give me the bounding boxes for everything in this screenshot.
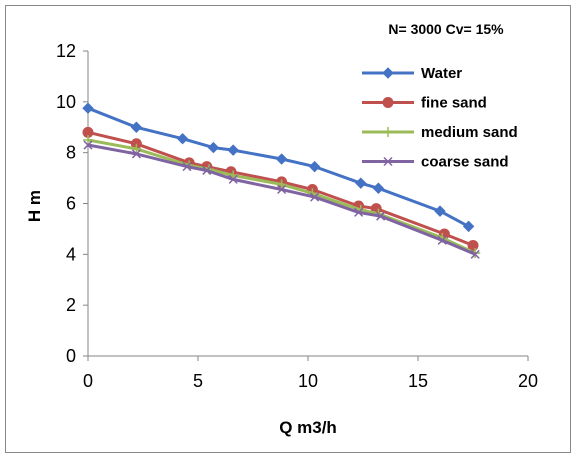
data-point-coarse-sand bbox=[131, 149, 141, 159]
data-point-water bbox=[227, 144, 239, 156]
data-point-coarse-sand bbox=[310, 192, 320, 202]
series-layer bbox=[82, 102, 481, 259]
data-point-coarse-sand bbox=[470, 249, 480, 259]
data-point-coarse-sand bbox=[202, 165, 212, 175]
y-tick-label: 4 bbox=[66, 244, 76, 264]
series-line-water bbox=[87, 106, 470, 228]
legend-item-water: Water bbox=[362, 65, 462, 82]
data-point-water bbox=[355, 177, 367, 189]
data-point-water bbox=[82, 102, 94, 114]
data-point-coarse-sand bbox=[277, 184, 287, 195]
legend-swatch-marker bbox=[383, 156, 393, 167]
data-point-water bbox=[434, 205, 446, 217]
data-point-coarse-sand bbox=[182, 162, 192, 172]
data-point-coarse-sand bbox=[354, 207, 364, 217]
y-tick-label: 12 bbox=[56, 41, 76, 61]
legend-item-fine-sand: fine sand bbox=[362, 95, 487, 112]
legend-label: coarse sand bbox=[421, 154, 509, 171]
data-point-water bbox=[275, 153, 288, 165]
axes: 0 2 4 6 8 10 12 0 5 10 15 20 bbox=[56, 41, 538, 391]
chart-frame bbox=[5, 5, 571, 453]
data-point-water bbox=[462, 220, 475, 233]
data-point-water bbox=[372, 182, 385, 194]
data-point-coarse-sand bbox=[83, 140, 93, 150]
chart-title: N= 3000 Cv= 15% bbox=[388, 21, 504, 37]
series-coarse-sand bbox=[83, 140, 480, 259]
data-point-medium-sand bbox=[276, 179, 287, 190]
data-point-medium-sand bbox=[131, 143, 142, 154]
y-tick-label: 8 bbox=[66, 143, 76, 163]
x-tick-label: 0 bbox=[83, 371, 93, 391]
x-tick-label: 10 bbox=[298, 371, 318, 391]
data-point-coarse-sand bbox=[437, 235, 447, 245]
legend-swatch-marker bbox=[382, 67, 394, 79]
data-point-water bbox=[176, 132, 189, 145]
legend-item-coarse-sand: coarse sand bbox=[362, 154, 509, 171]
y-axis-title: H m bbox=[25, 190, 44, 222]
legend-swatch-marker bbox=[382, 97, 394, 108]
y-tick-label: 0 bbox=[66, 346, 76, 366]
x-tick-label: 20 bbox=[518, 371, 538, 391]
legend-swatch-marker bbox=[383, 127, 393, 137]
data-point-water bbox=[308, 160, 321, 173]
data-point-coarse-sand bbox=[228, 174, 238, 184]
y-tick-label: 10 bbox=[56, 92, 76, 112]
series-water bbox=[82, 102, 475, 233]
y-tick-label: 6 bbox=[66, 194, 76, 214]
data-point-medium-sand bbox=[83, 134, 93, 145]
legend: Water fine sand medium sand coarse sand bbox=[362, 65, 518, 171]
data-point-coarse-sand bbox=[376, 211, 386, 221]
x-tick-label: 5 bbox=[193, 371, 203, 391]
y-tick-label: 2 bbox=[66, 295, 76, 315]
data-point-water bbox=[207, 141, 220, 154]
legend-item-medium-sand: medium sand bbox=[362, 124, 518, 141]
legend-label: Water bbox=[421, 65, 462, 82]
x-tick-label: 15 bbox=[408, 371, 428, 391]
x-axis-title: Q m3/h bbox=[279, 418, 337, 437]
legend-label: medium sand bbox=[421, 124, 518, 141]
data-point-water bbox=[130, 121, 143, 133]
legend-label: fine sand bbox=[421, 95, 487, 112]
